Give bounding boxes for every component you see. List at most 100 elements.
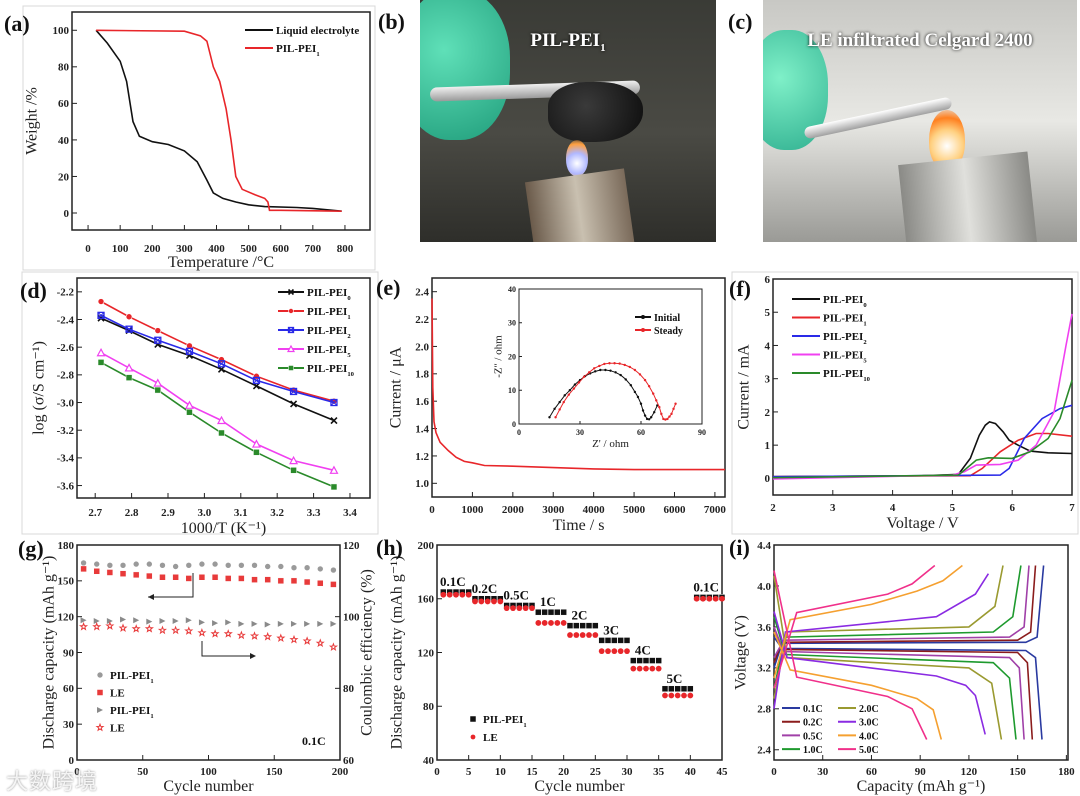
data-point-box	[289, 387, 298, 396]
x-axis-label: Time / s	[553, 517, 605, 534]
series-line	[100, 317, 335, 422]
pil-pei-point	[674, 685, 681, 693]
legend-item: PIL-PEI2	[792, 331, 867, 346]
data-point	[212, 620, 219, 627]
data-point	[125, 313, 133, 321]
data-point	[639, 402, 643, 405]
legend-item: 3.0C	[838, 718, 879, 729]
data-point	[93, 568, 100, 575]
le-point	[478, 598, 485, 605]
x-tick-label: 30	[817, 766, 829, 778]
x-tick-label: 4000	[583, 504, 606, 516]
y-tick-label: 3.6	[757, 622, 771, 634]
y-tick-label: 0	[69, 755, 75, 767]
data-point-box	[125, 325, 133, 333]
data-point	[253, 449, 260, 456]
data-point	[146, 572, 153, 580]
legend-label: Initial	[654, 313, 680, 324]
y-tick-label: 200	[418, 540, 435, 552]
y-axis-label: Current / mA	[736, 344, 753, 430]
le-point	[535, 620, 542, 626]
le-point	[465, 591, 472, 598]
data-point	[124, 363, 134, 372]
data-point-box	[97, 311, 105, 320]
y-tick-label: -2.2	[57, 287, 75, 299]
panel-label: (b)	[378, 9, 405, 34]
legend-label-text: Initial	[654, 313, 680, 324]
x-tick-label: 0	[517, 428, 521, 437]
data-point	[562, 400, 565, 404]
rate-label: 0.1C	[440, 574, 466, 589]
data-point-cross	[186, 347, 193, 355]
y-tick-label: 20	[58, 171, 70, 183]
legend: PIL-PEI0PIL-PEI1PIL-PEI2PIL-PEI5PIL-PEI1…	[792, 294, 871, 383]
data-point	[672, 407, 675, 411]
data-point-cross	[253, 377, 260, 384]
x-tick-label: 180	[1058, 766, 1075, 778]
pil-pei-point	[611, 637, 618, 644]
x-tick-label: 50	[137, 766, 149, 778]
x-tick-label: 0	[429, 504, 435, 516]
y2-tick-label: 80	[343, 683, 355, 695]
data-point	[119, 562, 127, 569]
legend-label: PIL-PEI1	[823, 313, 867, 328]
pil-pei-point	[573, 622, 580, 629]
data-point	[264, 621, 271, 628]
le-point	[674, 692, 681, 699]
data-point	[250, 631, 260, 640]
data-point	[97, 298, 105, 305]
legend-label-text: PIL-PEI	[823, 331, 863, 343]
series-line	[95, 29, 342, 212]
x-tick-label: 6000	[663, 504, 686, 516]
legend-label-text: PIL-PEI	[110, 670, 150, 682]
legend-label-subscript: 1	[347, 314, 350, 321]
pil-pei-point	[623, 637, 631, 644]
data-point	[159, 562, 166, 569]
x-tick-label: 90	[915, 766, 927, 778]
pil-pei-point	[636, 657, 643, 664]
discharge-curve-1.0C	[773, 616, 1017, 740]
data-point	[197, 628, 207, 637]
le-point	[611, 648, 618, 655]
x-tick-label: 15	[527, 766, 539, 778]
series-line	[100, 300, 335, 402]
x-tick-label: 45	[717, 766, 729, 778]
le-point	[440, 591, 447, 598]
x-tick-label: 3.1	[234, 507, 248, 519]
legend-label-text: PIL-PEI	[307, 363, 347, 375]
le-point	[491, 598, 497, 605]
y-tick-label: -3.4	[57, 453, 75, 465]
y-tick-label: 160	[418, 594, 435, 606]
series-group	[95, 29, 342, 212]
legend-label: 1.0C	[803, 745, 823, 756]
legend-item: PIL-PEI1	[245, 43, 320, 58]
y-tick-label: -3.2	[57, 425, 75, 437]
plot-area	[76, 277, 371, 499]
data-point	[304, 620, 311, 627]
data-point	[328, 642, 339, 651]
data-point	[289, 387, 298, 396]
data-point	[289, 455, 299, 465]
x-axis-label: 1000/T (K⁻¹)	[181, 520, 266, 537]
legend-item: PIL-PEI1	[97, 705, 154, 720]
y-tick-label: -3.6	[57, 480, 75, 492]
y-tick-label: 60	[63, 683, 75, 695]
legend-label-text: PIL-PEI	[307, 287, 347, 299]
le-point	[573, 632, 580, 638]
data-point-cross	[125, 325, 133, 333]
series-line	[772, 432, 1073, 478]
y-tick-label: 0	[765, 473, 771, 485]
legend-item: PIL-PEI1	[469, 714, 527, 729]
x-tick-label: 25	[590, 766, 602, 778]
data-point	[78, 621, 89, 631]
pil-pei-point	[547, 608, 555, 616]
y-axis-label: Current / μA	[388, 346, 405, 428]
data-point	[223, 629, 233, 638]
plot-area	[436, 544, 723, 761]
legend-label: PIL-PEI1	[110, 705, 154, 720]
legend-label: PIL-PEI1	[110, 670, 154, 685]
rate-label: 0.2C	[472, 581, 498, 596]
legend-label: PIL-PEI10	[307, 363, 355, 378]
le-point	[472, 598, 478, 605]
legend-item: 0.5C	[782, 731, 823, 742]
